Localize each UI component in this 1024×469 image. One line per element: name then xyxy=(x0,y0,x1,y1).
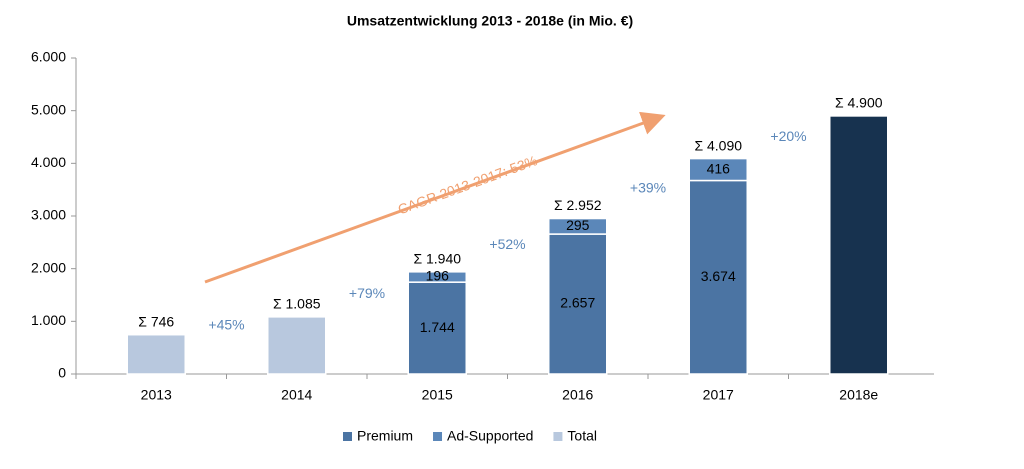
legend-label: Premium xyxy=(357,428,413,444)
bar-segment xyxy=(267,316,327,375)
legend-swatch xyxy=(553,432,563,441)
bar-segment xyxy=(407,281,467,375)
value-label: Σ 4.900 xyxy=(835,95,883,111)
x-tick-label: 2017 xyxy=(703,387,734,403)
bar-segment xyxy=(688,157,748,182)
stack-total-label: Σ 2.952 xyxy=(554,197,602,213)
growth-label: +20% xyxy=(770,128,806,144)
value-label: 1.744 xyxy=(420,319,455,335)
legend-swatch xyxy=(433,432,443,441)
bar-segment xyxy=(829,115,889,375)
x-tick-label: 2013 xyxy=(141,387,172,403)
x-tick-label: 2018e xyxy=(839,387,878,403)
value-label: Σ 1.085 xyxy=(273,296,321,312)
x-tick-label: 2016 xyxy=(562,387,593,403)
y-tick-label: 3.000 xyxy=(31,207,66,223)
y-tick-label: 1.000 xyxy=(31,312,66,328)
legend-label: Total xyxy=(567,428,597,444)
bar-segment xyxy=(126,333,186,375)
value-label: 416 xyxy=(707,160,731,176)
bar-segment xyxy=(548,217,608,235)
x-tick-label: 2015 xyxy=(422,387,453,403)
growth-label: +45% xyxy=(208,316,244,332)
value-label: 2.657 xyxy=(560,295,595,311)
bar-segment xyxy=(548,233,608,375)
chart-title: Umsatzentwicklung 2013 - 2018e (in Mio. … xyxy=(347,13,633,29)
legend-label: Ad-Supported xyxy=(447,428,533,444)
value-label: 3.674 xyxy=(701,268,736,284)
value-label: 196 xyxy=(426,268,450,284)
y-tick-label: 5.000 xyxy=(31,101,66,117)
y-tick-label: 6.000 xyxy=(31,49,66,65)
y-tick-label: 2.000 xyxy=(31,259,66,275)
legend-swatch xyxy=(343,432,352,441)
bar-segment xyxy=(688,179,748,375)
y-tick-label: 4.000 xyxy=(31,154,66,170)
stack-total-label: Σ 4.090 xyxy=(694,137,742,153)
growth-label: +39% xyxy=(630,179,666,195)
stack-total-label: Σ 1.940 xyxy=(413,251,461,267)
x-tick-label: 2014 xyxy=(281,387,312,403)
trend-annotation: CAGR 2013-2017: 53% xyxy=(396,152,540,217)
growth-label: +79% xyxy=(349,285,385,301)
growth-label: +52% xyxy=(489,236,525,252)
y-tick-label: 0 xyxy=(58,365,66,381)
trend-arrow xyxy=(204,111,666,284)
value-label: 295 xyxy=(566,217,590,233)
value-label: Σ 746 xyxy=(138,313,174,329)
bar-segment xyxy=(407,271,467,283)
